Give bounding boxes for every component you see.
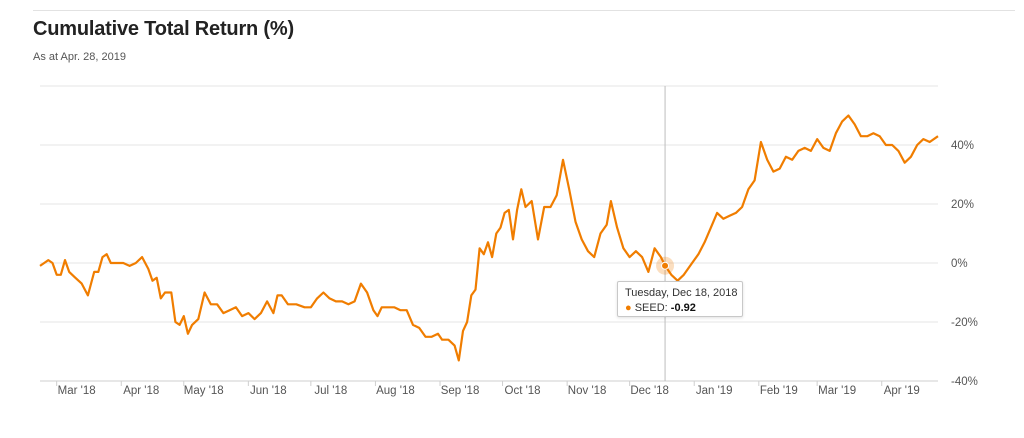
x-tick-label: Jan '19 bbox=[696, 385, 733, 397]
tooltip-series-name: SEED: bbox=[634, 302, 668, 314]
x-tick-label: Dec '18 bbox=[630, 385, 669, 397]
chart-title: Cumulative Total Return (%) bbox=[33, 18, 294, 40]
y-tick-label: -40% bbox=[951, 376, 978, 388]
x-tick-label: Aug '18 bbox=[376, 385, 415, 397]
tooltip-date: Tuesday, Dec 18, 2018 bbox=[625, 287, 738, 299]
x-tick-label: Feb '19 bbox=[760, 385, 798, 397]
series-line-seed bbox=[39, 114, 939, 362]
x-tick-label: May '18 bbox=[184, 385, 224, 397]
x-tick-label: Apr '18 bbox=[123, 385, 159, 397]
y-tick-label: 20% bbox=[951, 199, 974, 211]
y-tick-label: 0% bbox=[951, 258, 968, 270]
top-divider bbox=[33, 10, 1015, 11]
highlight-point bbox=[661, 261, 670, 270]
y-tick-label: -20% bbox=[951, 317, 978, 329]
x-tick-label: Mar '18 bbox=[58, 385, 96, 397]
series-marker-icon: ● bbox=[625, 302, 632, 314]
x-tick-label: Oct '18 bbox=[505, 385, 541, 397]
x-tick-label: Jul '18 bbox=[314, 385, 347, 397]
x-tick-label: Mar '19 bbox=[818, 385, 856, 397]
y-tick-label: 40% bbox=[951, 140, 974, 152]
x-tick-label: Nov '18 bbox=[568, 385, 607, 397]
chart-tooltip: Tuesday, Dec 18, 2018 ● SEED: -0.92 bbox=[617, 281, 743, 317]
x-tick-label: Apr '19 bbox=[884, 385, 920, 397]
tooltip-value-row: ● SEED: -0.92 bbox=[625, 302, 742, 314]
tooltip-value: -0.92 bbox=[670, 302, 696, 314]
chart-subtitle: As at Apr. 28, 2019 bbox=[33, 51, 126, 63]
x-tick-label: Sep '18 bbox=[441, 385, 480, 397]
x-tick-label: Jun '18 bbox=[250, 385, 287, 397]
